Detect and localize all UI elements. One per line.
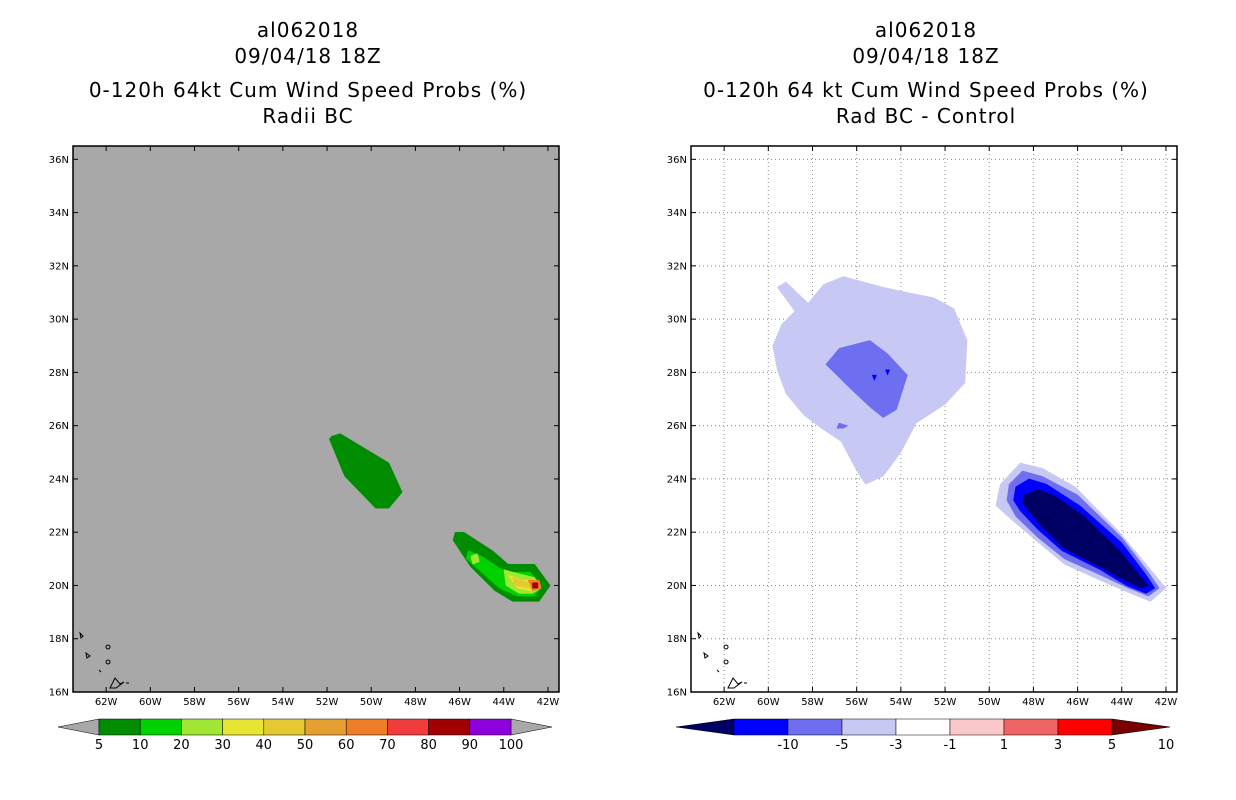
right-panel-title-block: al062018 09/04/18 18Z 0-120h 64 kt Cum W…: [676, 17, 1176, 129]
island-outline: [105, 659, 111, 665]
colorbar-segment: [263, 718, 306, 736]
left-panel-title-block: al062018 09/04/18 18Z 0-120h 64kt Cum Wi…: [58, 17, 558, 129]
lat-tick-label: 32N: [49, 261, 69, 272]
colorbar-segment: [139, 718, 182, 736]
contour-region: [512, 577, 531, 589]
lon-tick-label: 58W: [183, 697, 206, 708]
colorbar-segment: [387, 718, 429, 736]
left-map-frame: [72, 145, 560, 693]
lon-tick-label: 54W: [272, 697, 295, 708]
colorbar-segment: [98, 718, 141, 736]
colorbar-segment: [304, 718, 347, 736]
island-outline: [109, 677, 125, 689]
lat-tick-label: 36N: [49, 155, 69, 166]
colorbar-segment: [345, 718, 388, 736]
colorbar-label: 80: [420, 738, 437, 753]
contour-region: [470, 553, 480, 565]
contour-region: [532, 582, 539, 589]
colorbar-label: 40: [256, 738, 273, 753]
left-chart-subtitle: Radii BC: [262, 104, 354, 128]
island-outline: [85, 651, 91, 659]
island-outline: [79, 631, 84, 640]
left-date: 09/04/18 18Z: [234, 44, 382, 68]
colorbar-label: 30: [214, 738, 231, 753]
colorbar-label: 90: [462, 738, 479, 753]
lon-tick-label: 42W: [537, 697, 560, 708]
colorbar-segment: [181, 718, 223, 736]
lon-tick-label: 48W: [404, 697, 427, 708]
colorbar-segment: [469, 718, 512, 736]
lat-tick-label: 24N: [49, 474, 69, 485]
left-chart-title: 0-120h 64kt Cum Wind Speed Probs (%): [88, 78, 528, 102]
left-colorbar: 5 10 20 30 40 50 60 70 80 90 100: [57, 718, 553, 753]
left-map-background: [73, 146, 559, 692]
left-storm-id: al062018: [256, 18, 360, 42]
island-outline: [98, 669, 102, 673]
colorbar-label: 70: [379, 738, 396, 753]
right-chart-subtitle: Rad BC - Control: [835, 104, 1017, 128]
lon-tick-label: 52W: [316, 697, 339, 708]
colorbar-label: 100: [499, 738, 524, 753]
lon-tick-label: 50W: [360, 697, 383, 708]
lon-tick-label: 56W: [227, 697, 250, 708]
lat-tick-label: 16N: [49, 688, 69, 699]
left-lat-axis: 36N 34N 32N 30N 28N 26N 24N 22N 20N 18N 16N: [49, 155, 559, 699]
lon-tick-label: 44W: [492, 697, 515, 708]
right-chart-title: 0-120h 64 kt Cum Wind Speed Probs (%): [703, 78, 1149, 102]
colorbar-low-arrow: [57, 718, 100, 736]
lat-tick-label: 18N: [49, 634, 69, 645]
contour-region: [329, 433, 403, 509]
left-lon-axis: 62W 60W 58W 56W 54W 52W 50W 48W 46W 44W 42W: [95, 146, 560, 708]
lat-tick-label: 22N: [49, 528, 69, 539]
lat-tick-label: 20N: [49, 581, 69, 592]
island-outline: [105, 644, 111, 650]
colorbar-label: 60: [338, 738, 355, 753]
lat-tick-label: 26N: [49, 421, 69, 432]
lon-tick-label: 46W: [448, 697, 471, 708]
lat-tick-label: 28N: [49, 368, 69, 379]
lat-tick-label: 30N: [49, 315, 69, 326]
lat-tick-label: 34N: [49, 208, 69, 219]
right-storm-id: al062018: [874, 18, 978, 42]
colorbar-label: 10: [132, 738, 149, 753]
colorbar-label: 50: [297, 738, 314, 753]
colorbar-segment: [222, 718, 265, 736]
lon-tick-label: 62W: [95, 697, 118, 708]
colorbar-high-arrow: [510, 718, 553, 736]
colorbar-label: 5: [95, 738, 103, 753]
colorbar-segment: [428, 718, 471, 736]
left-contours: [329, 433, 551, 602]
colorbar-label: 20: [173, 738, 190, 753]
lon-tick-label: 60W: [139, 697, 162, 708]
left-islands: [79, 631, 129, 689]
right-date: 09/04/18 18Z: [852, 44, 1000, 68]
